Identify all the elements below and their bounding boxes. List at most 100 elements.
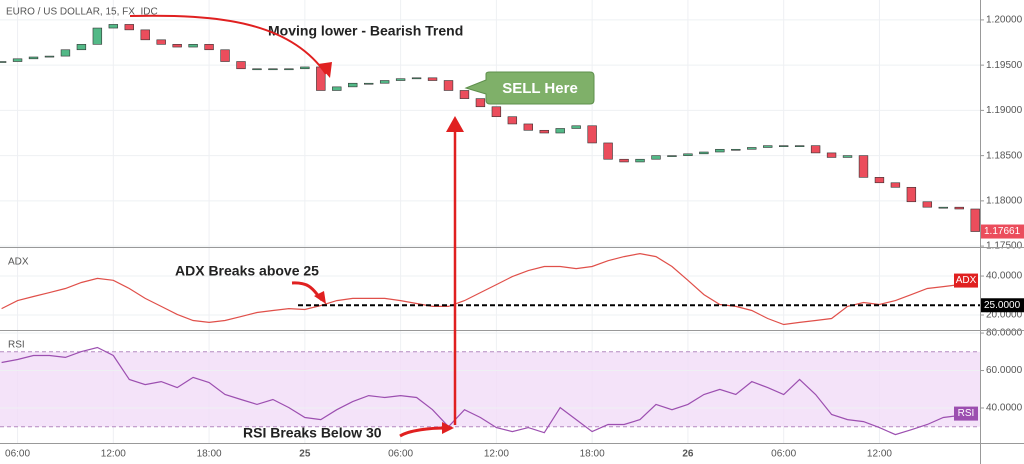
candle [156,39,166,45]
candle [890,182,901,188]
x-tick-label: 06:00 [5,449,30,460]
adx-title: ADX [8,257,29,268]
candle [699,151,709,155]
candle [651,155,661,160]
candle [44,55,55,58]
rsi-tag-label: RSI [958,408,975,419]
chart-title: EURO / US DOLLAR, 15, FX_IDC [6,7,158,18]
adx-tag [954,273,978,288]
rsi-band [0,351,980,427]
candle [411,77,422,80]
candle [523,123,533,131]
candle [220,49,230,62]
candle [826,152,837,158]
candle [667,155,677,157]
rsi-tag [954,406,978,421]
candle [858,155,869,178]
sell-annotation: SELL Here [502,80,578,97]
candle [124,24,134,31]
y-tick-label: 20.0000 [986,310,1023,321]
candle [731,148,741,151]
candle [92,27,103,45]
y-tick-label: 1.18000 [986,195,1023,206]
candle [204,44,214,51]
candle [683,153,693,156]
rsi-annotation: RSI Breaks Below 30 [243,425,382,441]
candle [172,44,182,48]
candle [427,77,438,81]
candle [794,145,805,147]
y-tick-label: 80.0000 [986,328,1023,339]
candle [0,61,7,63]
candle [140,29,150,41]
y-tick-label: 1.19500 [986,60,1023,71]
candle [60,49,71,57]
candle [715,148,725,153]
candle [874,177,885,184]
candle [587,125,597,144]
x-tick-label: 12:00 [867,449,892,460]
last-price-label: 1.17661 [984,226,1021,237]
arrow-head [442,422,454,434]
candle [395,78,406,81]
x-tick-label: 25 [299,449,311,460]
adx-line [1,252,976,326]
x-tick-label: 26 [682,449,694,460]
y-tick-label: 1.19000 [986,105,1023,116]
x-tick-label: 18:00 [197,449,222,460]
candle [539,129,549,134]
threshold-tag [980,298,1024,313]
candle [108,24,119,29]
y-tick-label: 1.17500 [986,241,1023,252]
candle [603,142,613,160]
candle [507,116,518,125]
candle [332,86,342,91]
arrow-head [314,291,326,304]
candle [459,90,470,99]
candle [970,208,980,232]
candle [635,158,645,163]
candle [236,61,246,70]
y-tick-label: 60.0000 [986,365,1023,376]
sell-callout [464,71,595,105]
candle [364,82,374,85]
candle [12,58,23,62]
candle [555,128,565,134]
candle [284,68,294,71]
candle [954,206,964,210]
candle [938,206,948,209]
trend-arrow [129,14,327,75]
threshold-label: 25.0000 [984,300,1021,311]
candle [763,145,773,148]
candle [842,155,853,158]
candle [268,68,278,71]
candle [252,68,262,71]
candle [571,125,581,129]
x-tick-label: 06:00 [771,449,796,460]
arrow-head [446,116,464,132]
y-tick-label: 1.20000 [986,15,1023,26]
arrow-head [318,62,332,78]
candle [76,44,87,51]
candle [619,158,629,163]
last-price-tag [980,224,1024,239]
rsi-title: RSI [8,340,25,351]
candle [810,145,821,154]
x-tick-label: 06:00 [388,449,413,460]
candle [379,80,390,84]
trend-annotation: Moving lower - Bearish Trend [268,23,463,39]
candle [300,66,310,70]
x-tick-label: 12:00 [101,449,126,460]
candle [922,201,933,208]
candle [348,82,358,88]
candle [778,145,789,147]
rsi-line [1,346,976,436]
x-tick-label: 12:00 [484,449,509,460]
y-tick-label: 40.0000 [986,271,1023,282]
y-tick-label: 1.18500 [986,150,1023,161]
candle [188,44,198,48]
candle [747,147,757,150]
rsi-arrow [399,426,447,438]
candle [475,98,486,108]
